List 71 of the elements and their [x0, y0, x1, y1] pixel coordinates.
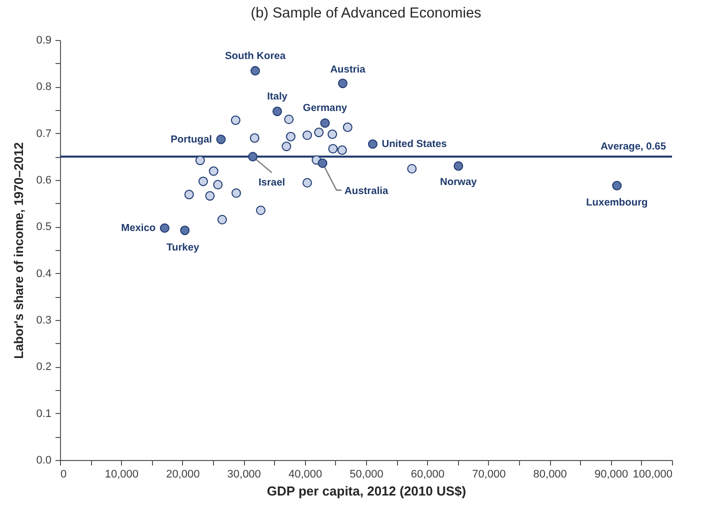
- point: [342, 122, 352, 132]
- point: [213, 180, 223, 190]
- point: [314, 128, 324, 138]
- x-tick-label: 70,000: [472, 468, 506, 480]
- annotation: United States: [382, 139, 448, 150]
- x-tick-label: 10,000: [104, 468, 139, 480]
- y-tick-label: 0.4: [36, 268, 52, 280]
- y-tick-label: 0.6: [36, 174, 52, 186]
- point: [368, 139, 378, 149]
- x-tick-label: 0: [60, 468, 67, 480]
- point: [337, 145, 347, 155]
- chart-title: (b) Sample of Advanced Economies: [250, 6, 482, 22]
- point: [612, 180, 622, 190]
- point: [205, 191, 215, 201]
- annotation: Israel: [258, 178, 286, 189]
- x-tick-label: 90,000: [594, 468, 628, 480]
- point: [407, 164, 417, 174]
- point: [208, 166, 218, 176]
- ref-line-label: Average, 0.65: [600, 142, 666, 153]
- point: [284, 114, 294, 124]
- y-tick-label: 0.0: [36, 454, 52, 466]
- y-tick-label: 0.2: [36, 361, 52, 374]
- point: [248, 152, 258, 162]
- point: [250, 66, 260, 76]
- annotation: Luxembourg: [586, 198, 648, 209]
- point: [216, 134, 226, 144]
- x-tick-label: 60,000: [410, 468, 445, 480]
- annotation: Turkey: [166, 242, 200, 254]
- point: [160, 223, 170, 233]
- point: [272, 106, 282, 116]
- point: [302, 178, 312, 188]
- point: [454, 161, 464, 171]
- point: [230, 116, 240, 125]
- point: [256, 206, 266, 216]
- y-tick-label: 0.9: [36, 34, 52, 46]
- annotation: Italy: [267, 91, 288, 102]
- y-tick-label: 0.3: [36, 314, 52, 326]
- annotation: Mexico: [121, 223, 156, 234]
- point: [328, 130, 338, 139]
- annotation: Portugal: [170, 134, 212, 146]
- x-tick-label: 30,000: [227, 468, 261, 480]
- point: [180, 226, 190, 236]
- point: [282, 142, 292, 152]
- y-tick-label: 0.8: [36, 81, 52, 94]
- y-axis-title: Labor's share of income, 1970–2012: [12, 142, 26, 359]
- y-tick-label: 0.1: [36, 408, 52, 420]
- point: [320, 118, 330, 128]
- point: [195, 156, 205, 166]
- y-tick-label: 0.5: [36, 221, 52, 234]
- annotation: Australia: [344, 186, 388, 198]
- point: [184, 190, 194, 200]
- y-tick-label: 0.7: [36, 128, 52, 140]
- point: [217, 214, 227, 224]
- x-axis-title: GDP per capita, 2012 (2010 US$): [266, 484, 466, 498]
- annotation: Germany: [302, 103, 348, 114]
- point: [232, 188, 241, 198]
- x-tick-label: 40,000: [288, 468, 322, 480]
- point: [338, 78, 348, 88]
- point: [250, 133, 260, 143]
- point: [286, 132, 296, 142]
- x-tick-label: 20,000: [166, 468, 200, 480]
- x-tick-label: 100,000: [632, 468, 672, 480]
- annotation: South Korea: [224, 50, 286, 62]
- annotation: Austria: [330, 64, 366, 76]
- point: [318, 158, 328, 168]
- point: [198, 176, 208, 186]
- point: [328, 144, 338, 154]
- point: [302, 130, 312, 140]
- annotation: Norway: [440, 177, 478, 188]
- x-tick-label: 50,000: [350, 468, 384, 480]
- x-tick-label: 80,000: [533, 468, 567, 480]
